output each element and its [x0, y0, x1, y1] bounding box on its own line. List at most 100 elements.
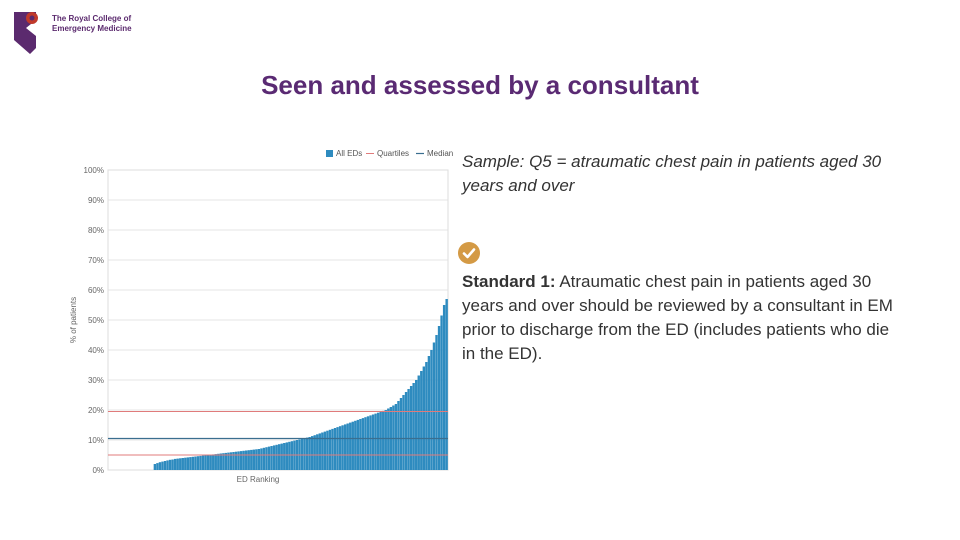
logo-line-1: The Royal College of: [52, 14, 132, 23]
bar: [265, 447, 268, 470]
y-axis-label: % of patients: [69, 297, 78, 343]
bar: [204, 455, 207, 470]
bar: [432, 342, 436, 470]
bar: [255, 449, 258, 470]
bar: [176, 458, 179, 470]
bar: [222, 453, 225, 470]
legend-entry-median: Median: [427, 149, 453, 158]
bar: [156, 463, 159, 470]
bar: [402, 395, 405, 470]
bar: [260, 448, 263, 470]
bar: [343, 424, 347, 470]
bar: [445, 299, 448, 470]
bar: [186, 457, 190, 470]
bar: [354, 420, 357, 470]
bar: [305, 437, 309, 470]
bar: [310, 436, 314, 470]
bar: [171, 459, 174, 470]
bar: [217, 453, 220, 470]
bar: [229, 452, 233, 470]
bar: [366, 416, 370, 470]
bar: [234, 451, 238, 470]
bar: [275, 444, 278, 470]
y-tick-label: 70%: [88, 256, 104, 265]
bar: [285, 442, 288, 470]
chart-svg: 0% 10% 20% 30% 40% 50% 60% 70% 80% 90% 100% % of pa…: [69, 149, 453, 484]
bar: [278, 444, 281, 470]
bar: [316, 434, 319, 470]
bar: [262, 447, 266, 470]
bar: [290, 441, 294, 470]
bar: [427, 356, 431, 470]
bar: [237, 451, 240, 470]
college-crest-icon: [14, 12, 38, 54]
page-title: Seen and assessed by a consultant: [261, 70, 699, 100]
bar: [214, 454, 217, 470]
bar: [199, 455, 202, 470]
bar: [318, 433, 321, 470]
bar: [399, 398, 403, 470]
bar: [300, 438, 304, 470]
bar: [361, 418, 365, 470]
standard-body: Atraumatic chest pain in patients aged 3…: [462, 272, 893, 363]
bar: [415, 380, 418, 470]
bar: [384, 410, 387, 470]
bar: [308, 437, 311, 470]
standard-text: Standard 1: Atraumatic chest pain in pat…: [462, 270, 902, 366]
y-tick-label: 100%: [84, 166, 104, 175]
bar: [239, 451, 243, 470]
y-tick-label: 60%: [88, 286, 104, 295]
bar: [267, 446, 271, 470]
legend-entry-all-eds: All EDs: [336, 149, 362, 158]
y-tick-label: 20%: [88, 406, 104, 415]
bar: [313, 435, 316, 470]
bar: [184, 457, 187, 470]
chart: 0% 10% 20% 30% 40% 50% 60% 70% 80% 90% 100% % of pa…: [60, 140, 460, 490]
bar: [442, 305, 446, 470]
standard-label: Standard 1:: [462, 272, 556, 291]
bar: [341, 425, 344, 470]
bar: [323, 431, 327, 470]
bar: [252, 449, 256, 470]
bar: [333, 428, 337, 470]
bar: [437, 326, 441, 470]
y-tick-label: 0%: [92, 466, 104, 475]
y-tick-label: 40%: [88, 346, 104, 355]
bar: [404, 392, 408, 470]
bar: [420, 371, 423, 470]
bar: [417, 375, 420, 470]
bar: [166, 460, 169, 470]
bar: [272, 445, 276, 470]
legend-entry-quartiles: Quartiles: [377, 149, 409, 158]
y-tick-label: 80%: [88, 226, 104, 235]
bar: [209, 454, 212, 470]
bar: [201, 455, 205, 470]
legend-swatch-bars: [326, 150, 333, 157]
logo: The Royal College of Emergency Medicine: [12, 10, 152, 60]
bar: [376, 412, 380, 470]
bar: [179, 458, 182, 470]
bar: [303, 438, 306, 470]
logo-text: The Royal College of Emergency Medicine: [52, 14, 132, 34]
bar: [173, 458, 177, 470]
bar: [387, 408, 390, 470]
bar: [430, 350, 433, 470]
bar: [440, 315, 443, 470]
bar: [397, 401, 400, 470]
bar: [409, 386, 413, 470]
sample-text: Sample: Q5 = atraumatic chest pain in pa…: [462, 152, 882, 195]
logo-line-2: Emergency Medicine: [52, 24, 132, 33]
bar: [270, 446, 273, 470]
bar: [158, 462, 162, 470]
bar: [245, 450, 248, 470]
bar: [163, 461, 167, 470]
y-tick-label: 50%: [88, 316, 104, 325]
bar: [331, 428, 334, 470]
bar: [351, 421, 354, 470]
bar: [257, 449, 261, 470]
bar: [392, 405, 395, 470]
bar: [425, 362, 428, 470]
bar: [206, 455, 210, 470]
x-axis-label: ED Ranking: [237, 475, 280, 484]
bar: [356, 419, 360, 470]
